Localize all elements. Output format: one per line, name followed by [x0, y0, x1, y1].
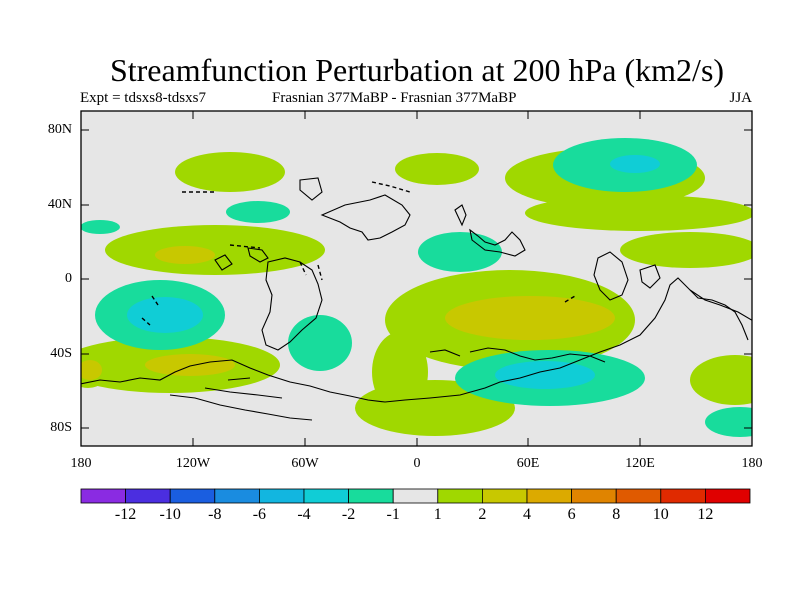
y-tick-label: 40N — [47, 197, 72, 212]
anomaly-cyan-s-pacific — [127, 297, 203, 333]
colorbar-swatch — [571, 488, 617, 504]
anomaly-teal-europe — [418, 232, 502, 272]
anomaly-se-pacific — [690, 355, 752, 405]
colorbar-swatch — [392, 488, 439, 504]
anomaly-teal-pac-40n — [226, 201, 290, 223]
colorbar-label: -6 — [252, 506, 267, 523]
colorbar-label: 2 — [478, 506, 487, 523]
anomaly-olive-far-sw — [81, 360, 102, 380]
colorbar-label: 4 — [523, 506, 531, 523]
colorbar-swatch — [437, 488, 483, 504]
colorbar-label: -10 — [159, 506, 181, 523]
colorbar-swatch — [214, 488, 260, 504]
colorbar-swatch — [526, 488, 572, 504]
colorbar-swatch — [615, 488, 662, 504]
colorbar-swatch — [169, 488, 216, 504]
anomaly-s-tail — [372, 332, 428, 412]
contour-field — [81, 138, 752, 437]
y-tick-label: 40S — [50, 346, 72, 361]
anomaly-pacific-eq — [105, 225, 325, 275]
colorbar-label: 10 — [652, 506, 669, 523]
coast-laurussia — [299, 177, 411, 241]
colorbar-label: 6 — [567, 506, 576, 523]
x-tick-label: 60W — [291, 456, 319, 471]
colorbar-label: -4 — [297, 506, 311, 523]
anomaly-teal-antarctic — [705, 407, 752, 437]
anomaly-cyan-s-indian — [495, 361, 595, 389]
coast-dashed — [141, 181, 576, 326]
coast-gondwana-south — [81, 277, 752, 403]
colorbar-swatch — [258, 488, 305, 504]
anomaly-teal-sw — [288, 315, 352, 371]
coast-east-gondwana — [593, 251, 661, 301]
coastlines — [81, 177, 752, 421]
colorbar-swatch — [303, 488, 349, 504]
anomaly-olive-eq-pac — [155, 246, 215, 264]
colorbar-swatch — [705, 488, 751, 504]
chart-title: Streamfunction Perturbation at 200 hPa (… — [109, 52, 725, 88]
coast-tropical-islands — [214, 247, 269, 271]
x-tick-label: 120W — [175, 456, 211, 471]
colorbar — [80, 488, 751, 504]
y-tick-label: 80N — [47, 122, 72, 137]
colorbar-label: -1 — [386, 506, 400, 523]
colorbar-label: -12 — [114, 506, 137, 523]
anomaly-olive-s-pac — [145, 354, 235, 376]
coast-siberia — [454, 204, 526, 257]
colorbar-swatch — [125, 488, 171, 504]
season-label: JJA — [729, 90, 752, 106]
colorbar-swatch — [481, 488, 528, 504]
colorbar-label: 1 — [433, 506, 442, 523]
colorbar-label: 12 — [697, 506, 714, 523]
x-tick-label: 120E — [625, 456, 655, 471]
colorbar-label: -2 — [341, 506, 356, 523]
colorbar-swatch — [348, 488, 394, 504]
anomaly-cyan-arctic — [610, 155, 660, 173]
anomaly-teal-far-w — [81, 220, 120, 234]
coast-south-indian — [429, 347, 606, 363]
axis-ticks — [81, 111, 752, 446]
y-tick-label: 0 — [65, 271, 72, 286]
period-label: Frasnian 377MaBP - Frasnian 377MaBP — [272, 90, 517, 106]
coast-east-margin — [689, 289, 749, 341]
coast-gondwana-interior — [169, 377, 313, 421]
colorbar-label: 8 — [612, 506, 621, 523]
x-tick-label: 180 — [70, 456, 92, 471]
x-tick-label: 0 — [413, 456, 421, 471]
x-tick-label: 60E — [516, 456, 540, 471]
y-tick-label: 80S — [50, 420, 72, 435]
coast-gondwana-west — [261, 257, 323, 351]
experiment-label: Expt = tdsxs8-tdsxs7 — [80, 90, 206, 106]
x-tick-label: 180 — [741, 456, 763, 471]
anomaly-olive-indian — [445, 296, 615, 340]
colorbar-label: -8 — [208, 506, 222, 523]
anomaly-eq-trop — [620, 232, 752, 268]
anomaly-nw-pacific — [175, 152, 285, 192]
anomaly-asia-40n — [525, 195, 752, 231]
anomaly-n-atlantic — [395, 153, 479, 185]
colorbar-swatch — [80, 488, 126, 504]
colorbar-swatch — [660, 488, 706, 504]
